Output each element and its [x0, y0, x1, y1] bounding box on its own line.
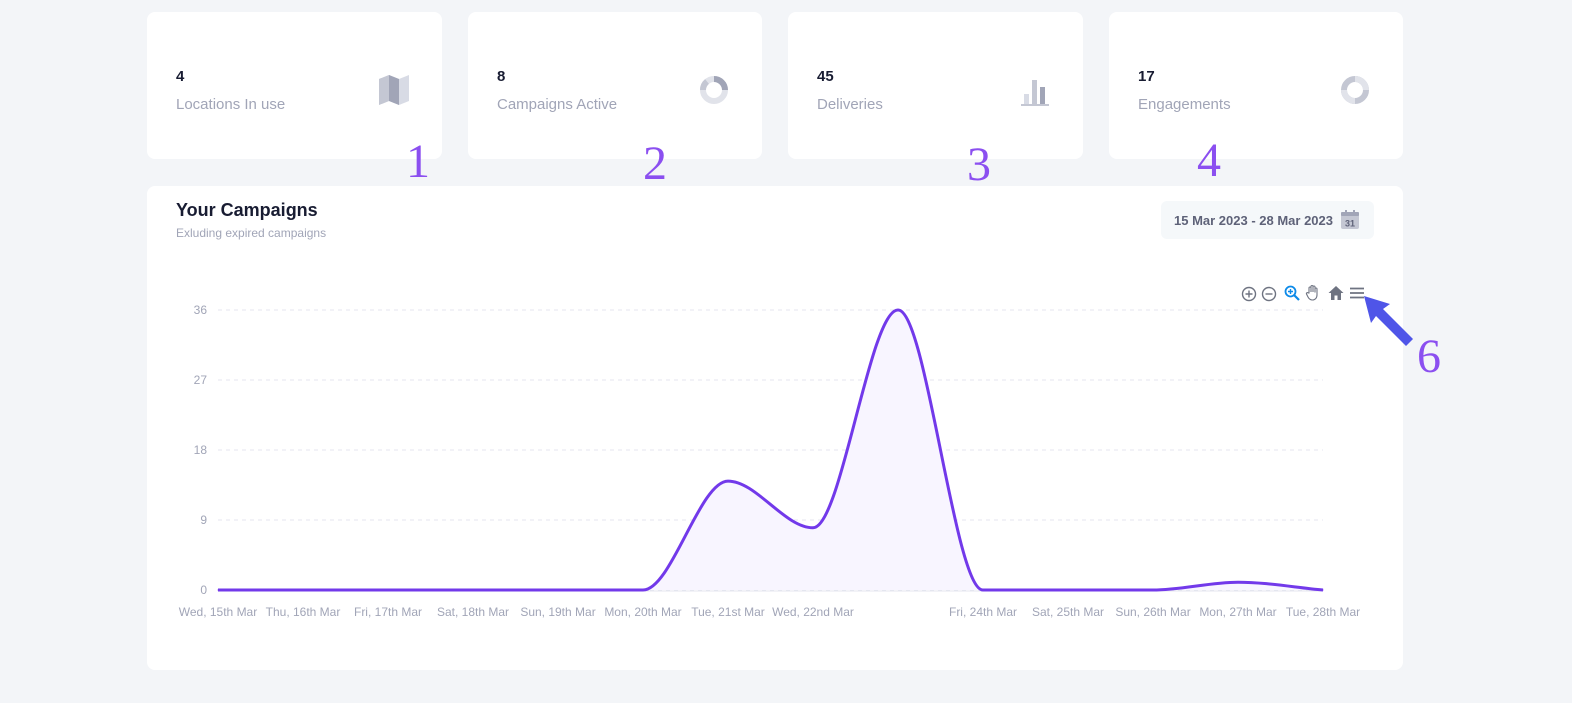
- bar-chart-icon: [1017, 72, 1053, 108]
- x-tick-label: Sun, 19th Mar: [520, 605, 595, 619]
- data-point: [302, 589, 304, 591]
- data-point: [472, 589, 474, 591]
- y-tick-label: 36: [194, 303, 208, 317]
- zoom-out-icon[interactable]: [1260, 285, 1278, 303]
- stat-card-deliveries: 45 Deliveries: [788, 12, 1083, 159]
- data-point: [217, 589, 219, 591]
- annotation-4: 4: [1197, 134, 1221, 187]
- stat-value: 8: [497, 68, 506, 85]
- data-point: [642, 589, 644, 591]
- data-point: [727, 480, 729, 482]
- annotation-1: 1: [406, 135, 430, 188]
- data-point: [982, 589, 984, 591]
- menu-icon[interactable]: [1348, 284, 1366, 302]
- x-tick-label: Thu, 16th Mar: [266, 605, 341, 619]
- data-point: [1237, 581, 1239, 583]
- stat-label: Locations In use: [176, 96, 286, 113]
- lifebuoy-icon: [1337, 72, 1373, 108]
- annotation-2: 2: [643, 137, 667, 190]
- calendar-day: 31: [1345, 219, 1355, 229]
- stat-value: 4: [176, 68, 185, 85]
- y-tick-label: 9: [200, 513, 207, 527]
- date-range-picker[interactable]: 15 Mar 2023 - 28 Mar 2023 31: [1161, 201, 1374, 239]
- data-point: [1067, 589, 1069, 591]
- x-tick-label: Sat, 25th Mar: [1032, 605, 1104, 619]
- annotation-6: 6: [1417, 330, 1441, 383]
- zoom-in-icon[interactable]: [1240, 285, 1258, 303]
- data-point: [1152, 589, 1154, 591]
- y-tick-label: 0: [200, 583, 207, 597]
- map-icon: [376, 72, 412, 108]
- stat-label: Campaigns Active: [497, 96, 618, 113]
- x-tick-label: Wed, 15th Mar: [179, 605, 257, 619]
- series-area: [218, 310, 1323, 590]
- x-tick-label: Wed, 22nd Mar: [772, 605, 854, 619]
- calendar-icon: 31: [1340, 210, 1360, 230]
- stat-card-campaigns: 8 Campaigns Active: [468, 12, 762, 159]
- x-tick-label: Sat, 18th Mar: [437, 605, 509, 619]
- pan-hand-icon[interactable]: [1304, 284, 1322, 302]
- stat-card-engagements: 17 Engagements: [1109, 12, 1403, 159]
- data-point: [897, 309, 899, 311]
- zoom-select-icon[interactable]: [1283, 284, 1301, 302]
- data-point: [387, 589, 389, 591]
- x-tick-label: Tue, 28th Mar: [1286, 605, 1360, 619]
- data-point: [1322, 589, 1324, 591]
- x-tick-label: Sun, 26th Mar: [1115, 605, 1190, 619]
- x-tick-label: Fri, 24th Mar: [949, 605, 1017, 619]
- panel-title: Your Campaigns: [176, 200, 318, 220]
- stat-label: Deliveries: [817, 96, 883, 113]
- stat-label: Engagements: [1138, 96, 1231, 113]
- data-point: [557, 589, 559, 591]
- annotation-3: 3: [967, 138, 991, 191]
- home-reset-icon[interactable]: [1327, 284, 1345, 302]
- y-tick-label: 18: [194, 443, 208, 457]
- data-point: [812, 527, 814, 529]
- x-tick-label: Tue, 21st Mar: [691, 605, 765, 619]
- x-tick-label: Mon, 20th Mar: [604, 605, 681, 619]
- y-tick-label: 27: [194, 373, 208, 387]
- stat-card-locations: 4 Locations In use: [147, 12, 442, 159]
- panel-subtitle: Exluding expired campaigns: [176, 226, 327, 240]
- annotation-arrow: [1364, 296, 1413, 346]
- x-tick-label: Mon, 27th Mar: [1199, 605, 1276, 619]
- donut-icon: [696, 72, 732, 108]
- stat-value: 17: [1138, 68, 1155, 85]
- date-range-text: 15 Mar 2023 - 28 Mar 2023: [1174, 213, 1333, 228]
- x-tick-label: Fri, 17th Mar: [354, 605, 422, 619]
- stat-value: 45: [817, 68, 834, 85]
